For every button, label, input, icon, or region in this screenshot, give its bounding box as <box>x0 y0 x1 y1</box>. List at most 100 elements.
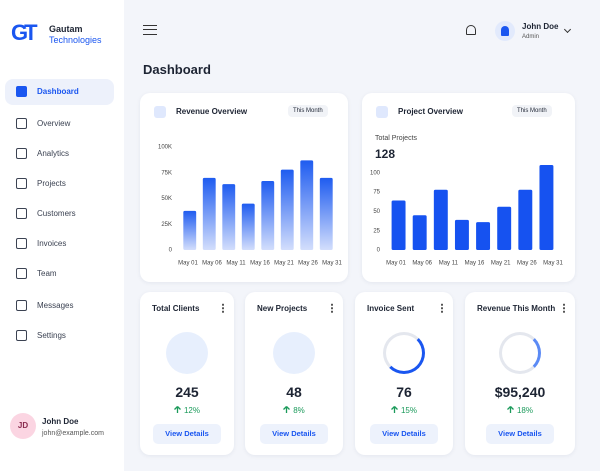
arrow-shape <box>391 406 398 413</box>
stat-icon <box>273 332 315 374</box>
bar <box>518 189 533 250</box>
bar <box>476 222 491 250</box>
bar <box>261 180 275 250</box>
nav-icon <box>16 268 27 279</box>
nav-item[interactable]: Dashboard <box>5 79 114 105</box>
nav-icon <box>16 148 27 159</box>
stat-title: New Projects <box>257 304 308 313</box>
stat-value: 76 <box>396 384 412 400</box>
nav-icon <box>16 208 27 219</box>
stat-card: New Projects 48 8% View Details <box>245 292 343 455</box>
user-avatar: JD <box>10 413 36 439</box>
nav-item[interactable]: Overview <box>5 111 114 137</box>
header-avatar[interactable] <box>495 21 515 41</box>
y-tick-label: 50K <box>161 196 172 202</box>
stat-value: $95,240 <box>494 384 546 400</box>
total-value: 128 <box>375 147 396 161</box>
header-user-name: John Doe <box>522 22 559 31</box>
arrow-shape <box>283 406 291 413</box>
sidebar <box>0 0 124 471</box>
bar <box>202 177 216 250</box>
user-email: john@example.com <box>42 430 104 437</box>
card-title: Project Overview <box>398 107 463 116</box>
stat-card: Invoice Sent 76 15% View Details <box>355 292 453 455</box>
page-title: Dashboard <box>143 62 211 77</box>
y-tick-label: 25K <box>161 222 172 228</box>
up-arrow <box>507 406 514 413</box>
arrow-shape <box>174 406 181 413</box>
stat-icon <box>383 332 425 374</box>
bar <box>391 200 406 250</box>
y-tick-label: 25 <box>373 228 380 234</box>
x-tick-label: May 06 <box>412 261 432 267</box>
more-button[interactable] <box>331 303 333 313</box>
bar <box>319 177 333 250</box>
bar <box>300 160 314 250</box>
nav-item[interactable]: Projects <box>5 171 114 197</box>
revenue-chart: 0 25K 50K 75K 100K May 01 May 06 May 11 May 16 Ma… <box>158 145 343 267</box>
bar <box>183 210 197 250</box>
card-icon <box>376 106 388 118</box>
up-arrow <box>283 406 291 413</box>
nav-label: Invoices <box>37 239 67 248</box>
header-chevron[interactable] <box>563 25 572 34</box>
y-tick-label: 100K <box>158 145 172 151</box>
view-details-button[interactable]: View Details <box>486 424 554 444</box>
period-dropdown[interactable]: This Month <box>512 105 552 117</box>
y-tick-label: 50 <box>373 209 380 215</box>
nav-icon <box>16 238 27 249</box>
nav-item[interactable]: Messages <box>5 293 114 319</box>
menu-button[interactable] <box>143 25 157 35</box>
nav-icon <box>16 178 27 189</box>
x-tick-label: May 26 <box>298 261 318 267</box>
nav-label: Customers <box>37 209 76 218</box>
bell-icon[interactable] <box>466 25 476 35</box>
project-card: Project Overview This Month Total Projec… <box>362 93 575 282</box>
nav-label: Projects <box>37 179 66 188</box>
nav-item[interactable]: Team <box>5 261 114 287</box>
nav-icon <box>16 330 27 341</box>
up-arrow <box>174 406 181 413</box>
x-tick-label: May 01 <box>178 261 198 267</box>
nav-label: Messages <box>37 301 74 310</box>
total-label: Total Projects <box>375 135 418 142</box>
up-arrow <box>391 406 398 413</box>
y-tick-label: 75K <box>161 170 172 176</box>
bar <box>433 189 448 250</box>
nav-label: Overview <box>37 119 71 128</box>
nav-item[interactable]: Customers <box>5 201 114 227</box>
y-tick-label: 0 <box>169 248 173 254</box>
x-tick-label: May 11 <box>439 261 459 267</box>
logo: GT <box>11 20 37 45</box>
project-chart: 0 25 50 75 100 May 01 May 06 May 11 May 16 May 21… <box>370 165 563 267</box>
x-tick-label: May 26 <box>517 261 537 267</box>
more-button[interactable] <box>441 303 443 313</box>
nav-item[interactable]: Analytics <box>5 141 114 167</box>
nav-icon <box>16 300 27 311</box>
stat-title: Total Clients <box>152 304 200 313</box>
brand-sub: Technologies <box>49 35 102 45</box>
stat-value: 48 <box>286 384 302 400</box>
period-dropdown[interactable]: This Month <box>288 105 328 117</box>
more-button[interactable] <box>563 303 565 313</box>
view-details-button[interactable]: View Details <box>260 424 328 444</box>
revenue-card: Revenue Overview This Month 0 25K 50K 75K 10… <box>140 93 348 282</box>
stat-title: Revenue This Month <box>477 304 556 313</box>
stat-value: 245 <box>175 384 199 400</box>
x-tick-label: May 31 <box>543 261 563 267</box>
more-button[interactable] <box>222 303 224 313</box>
card-title: Revenue Overview <box>176 107 248 116</box>
y-tick-label: 0 <box>377 248 381 254</box>
stat-title: Invoice Sent <box>367 304 415 313</box>
bar <box>222 184 236 250</box>
change-value: 12% <box>183 406 200 415</box>
stat-icon <box>166 332 208 374</box>
nav-label: Team <box>37 269 57 278</box>
stat-change: 18% <box>465 406 575 415</box>
view-details-button[interactable]: View Details <box>370 424 438 444</box>
nav-item[interactable]: Settings <box>5 323 114 349</box>
view-details-button[interactable]: View Details <box>153 424 221 444</box>
nav-item[interactable]: Invoices <box>5 231 114 257</box>
arrow-shape <box>507 406 514 413</box>
